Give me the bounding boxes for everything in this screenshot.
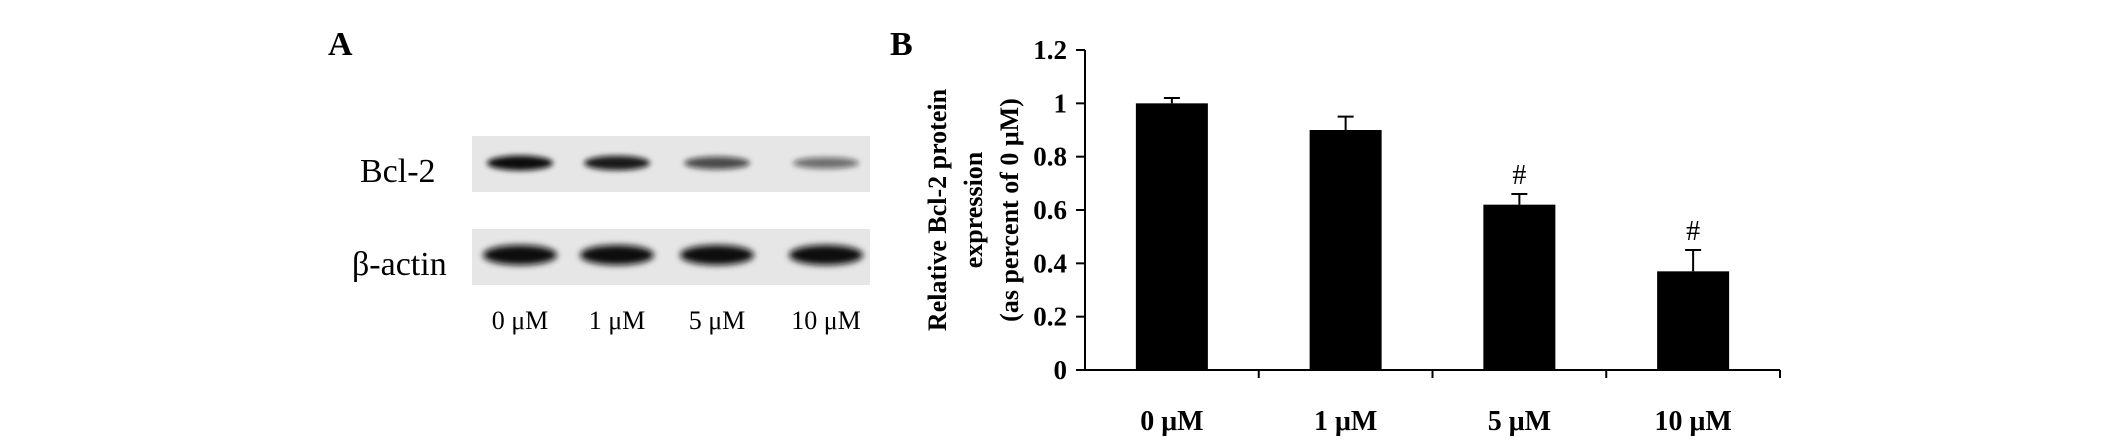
lane-label-2: 5 μM bbox=[688, 306, 746, 335]
y-axis-title-line-0: Relative Bcl-2 protein bbox=[923, 88, 952, 331]
lane-label-1: 1 μM bbox=[588, 306, 646, 335]
significance-mark-2: # bbox=[1512, 160, 1526, 191]
bar-3 bbox=[1657, 271, 1730, 370]
x-tick-label-3: 10 μM bbox=[1654, 406, 1731, 437]
bar-1 bbox=[1309, 130, 1382, 370]
significance-mark-3: # bbox=[1686, 216, 1700, 247]
y-tick-label-4: 0.8 bbox=[1033, 142, 1067, 172]
y-tick-label-0: 0 bbox=[1054, 355, 1068, 385]
blot-band-beta-actin-3 bbox=[789, 245, 863, 265]
x-tick-label-0: 0 μM bbox=[1140, 406, 1203, 437]
blot-band-bcl2-1 bbox=[584, 155, 650, 171]
blot-row-label-bcl2: Bcl-2 bbox=[360, 153, 436, 190]
blot-band-bcl2-0 bbox=[487, 155, 553, 171]
lane-label-3: 10 μM bbox=[791, 306, 861, 335]
y-tick-label-1: 0.2 bbox=[1033, 302, 1067, 332]
y-tick-label-6: 1.2 bbox=[1033, 35, 1067, 65]
blot-band-beta-actin-0 bbox=[483, 245, 557, 265]
lane-label-0: 0 μM bbox=[491, 306, 549, 335]
y-tick-label-3: 0.6 bbox=[1033, 195, 1067, 225]
blot-band-bcl2-3 bbox=[793, 157, 859, 169]
blot-row-label-beta-actin: β-actin bbox=[352, 246, 447, 283]
y-axis-title-line-1: expression bbox=[959, 151, 988, 268]
x-tick-label-1: 1 μM bbox=[1314, 406, 1377, 437]
blot-band-bcl2-2 bbox=[684, 156, 750, 170]
bar-2 bbox=[1483, 204, 1556, 370]
x-tick-label-2: 5 μM bbox=[1488, 406, 1551, 437]
western-blot-beta-actin bbox=[472, 229, 870, 285]
y-tick-label-2: 0.4 bbox=[1033, 248, 1067, 278]
bar-0 bbox=[1135, 103, 1208, 370]
blot-band-beta-actin-1 bbox=[580, 245, 654, 265]
western-blot-bcl2 bbox=[472, 136, 870, 192]
panel-b-letter: B bbox=[890, 26, 913, 63]
y-axis-title-line-2: (as percent of 0 μM) bbox=[995, 98, 1024, 322]
y-tick-label-5: 1 bbox=[1054, 88, 1068, 118]
blot-band-beta-actin-2 bbox=[680, 245, 754, 265]
panel-a-letter: A bbox=[328, 26, 353, 63]
